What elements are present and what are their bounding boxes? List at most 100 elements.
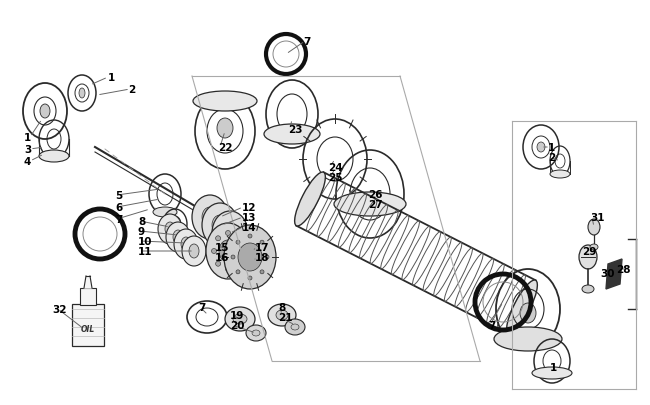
Text: 4: 4 [24,157,31,166]
Text: 1: 1 [550,362,557,372]
Circle shape [236,270,240,274]
Text: 15: 15 [215,243,229,252]
Text: 23: 23 [288,125,302,135]
Text: 17: 17 [255,243,270,252]
Text: 26: 26 [368,190,382,200]
Circle shape [216,236,220,241]
Ellipse shape [494,327,562,351]
Circle shape [260,241,264,245]
Ellipse shape [276,310,288,320]
Text: 3: 3 [24,145,31,155]
Ellipse shape [238,243,262,271]
Circle shape [236,241,240,245]
Text: 7: 7 [198,302,205,312]
Text: 7: 7 [488,320,495,330]
Text: 1: 1 [108,73,115,83]
Text: 24: 24 [328,162,343,173]
Ellipse shape [158,215,182,244]
Ellipse shape [225,307,255,331]
Ellipse shape [590,244,598,250]
Circle shape [226,231,231,236]
Ellipse shape [294,173,326,226]
Circle shape [231,256,235,259]
Ellipse shape [246,325,266,341]
Ellipse shape [173,230,183,244]
Ellipse shape [291,324,299,330]
Bar [72,304,104,346]
Polygon shape [84,276,92,288]
Ellipse shape [193,92,257,112]
Polygon shape [606,259,622,289]
Ellipse shape [520,303,536,323]
Text: 9: 9 [138,226,145,237]
Ellipse shape [550,171,570,179]
Circle shape [216,262,220,266]
Text: 10: 10 [138,237,153,246]
Text: 14: 14 [242,222,257,232]
Text: 13: 13 [242,213,257,222]
Ellipse shape [212,211,248,256]
Circle shape [226,267,231,272]
Circle shape [265,256,269,259]
Ellipse shape [582,285,594,293]
Text: 18: 18 [255,252,270,262]
Text: 2: 2 [128,85,135,95]
Text: 20: 20 [230,320,244,330]
Text: 6: 6 [115,202,122,213]
Text: 1: 1 [24,133,31,143]
Text: 8: 8 [138,216,145,226]
Text: 7: 7 [303,37,311,47]
Ellipse shape [537,143,545,153]
Ellipse shape [165,222,175,237]
Ellipse shape [217,119,233,139]
Bar [80,288,96,305]
Text: 7: 7 [115,215,122,224]
Circle shape [248,234,252,239]
Text: OIL: OIL [81,325,95,334]
Ellipse shape [192,196,228,239]
Ellipse shape [334,192,406,216]
Ellipse shape [182,237,206,266]
Ellipse shape [202,203,238,247]
Ellipse shape [189,244,199,258]
Text: 12: 12 [242,202,257,213]
Text: 27: 27 [368,200,383,209]
Ellipse shape [588,220,600,235]
Text: 19: 19 [230,310,244,320]
Circle shape [211,249,216,254]
Ellipse shape [79,89,85,99]
Text: 31: 31 [590,213,605,222]
Ellipse shape [174,230,198,259]
Ellipse shape [40,105,50,119]
Text: 2: 2 [548,153,555,162]
Text: 22: 22 [218,143,233,153]
Ellipse shape [264,125,320,145]
Ellipse shape [222,224,238,243]
Ellipse shape [506,280,538,334]
Text: 8: 8 [278,302,285,312]
Circle shape [260,270,264,274]
Text: 30: 30 [600,269,614,278]
Text: 25: 25 [328,173,343,183]
Ellipse shape [181,237,191,252]
Text: 28: 28 [616,264,630,274]
Text: 32: 32 [52,304,66,314]
Ellipse shape [153,207,177,217]
Ellipse shape [252,330,260,336]
Ellipse shape [532,367,572,379]
Text: 21: 21 [278,312,292,322]
Ellipse shape [166,222,190,252]
Text: 16: 16 [215,252,229,262]
Text: 29: 29 [582,246,597,256]
Ellipse shape [39,151,69,162]
Ellipse shape [579,245,597,269]
Circle shape [248,276,252,280]
Ellipse shape [212,215,228,235]
Ellipse shape [233,314,247,324]
Text: 11: 11 [138,246,153,256]
Ellipse shape [206,224,250,279]
Circle shape [235,236,240,241]
Ellipse shape [219,241,237,262]
Ellipse shape [268,304,296,326]
Ellipse shape [285,319,305,335]
